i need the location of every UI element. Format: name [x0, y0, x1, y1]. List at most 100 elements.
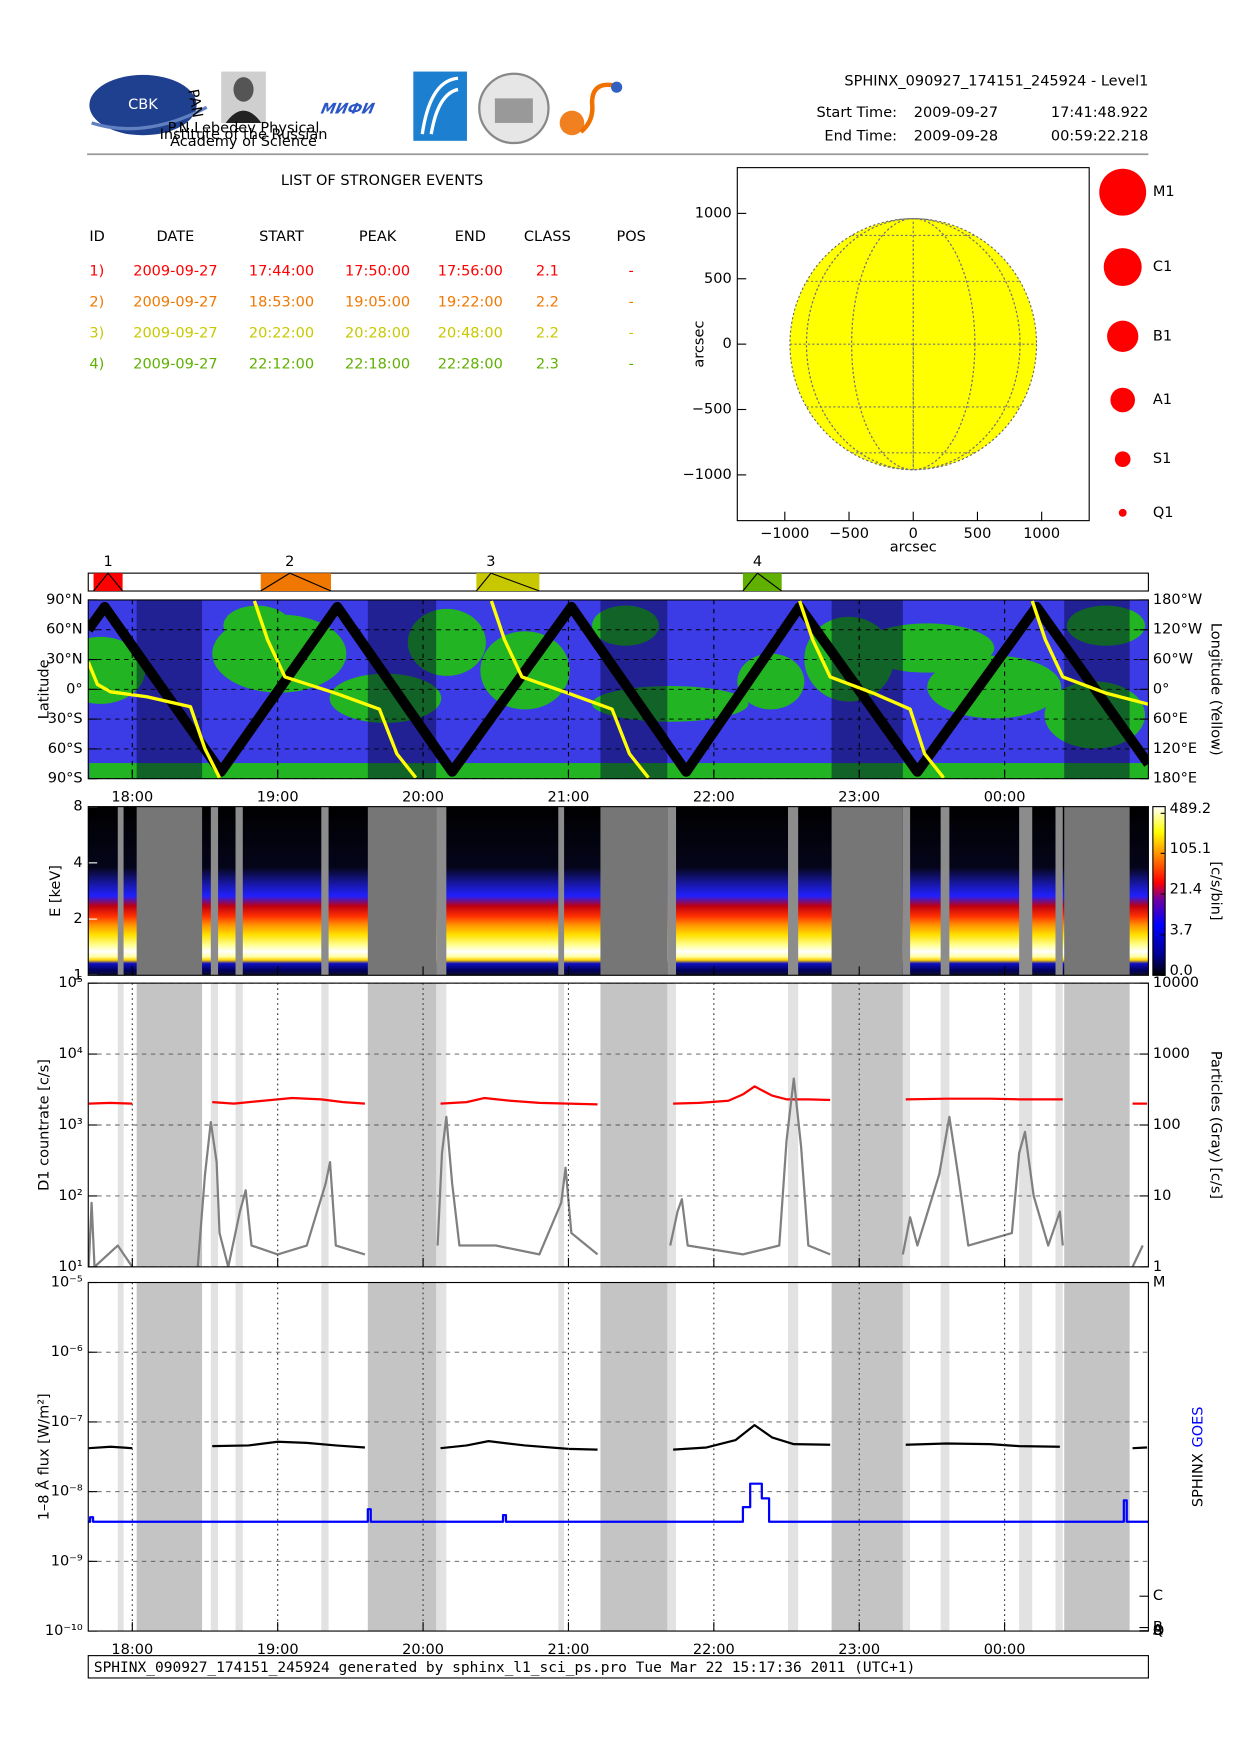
table-cell: 3)	[89, 325, 104, 341]
coverage-region	[1066, 605, 1146, 646]
y-tick-label: −500	[692, 402, 732, 418]
y-tick-label: 4	[73, 855, 82, 871]
x-tick-label: 19:00	[257, 790, 299, 806]
x-tick-label: 18:00	[111, 1642, 153, 1658]
data-gap	[558, 983, 565, 1267]
x-tick-label: 1000	[1023, 526, 1060, 542]
no-data-band	[558, 806, 565, 976]
colorbar-label: 3.7	[1170, 922, 1193, 938]
data-gap	[667, 1282, 677, 1632]
legend-label: B1	[1153, 328, 1172, 344]
table-cell: 2.3	[536, 356, 559, 372]
x-tick-label: 0	[909, 526, 918, 542]
no-data-band	[600, 806, 668, 976]
data-gap	[787, 983, 799, 1267]
no-data-band	[940, 806, 950, 976]
event-span	[260, 573, 331, 592]
plot-area	[88, 599, 1149, 779]
table-cell: 2.2	[536, 325, 559, 341]
logo-lebedev-text: P.N.Lebedev Physical	[168, 121, 320, 137]
plot-frame	[87, 982, 1149, 1268]
series-line	[88, 1085, 1148, 1106]
legend-marker	[1103, 248, 1142, 287]
no-data-band	[1055, 806, 1063, 976]
logo-pan-text: PAN	[184, 88, 205, 119]
y-tick-label: 60°S	[48, 741, 83, 757]
y-tick-label: 1	[73, 967, 82, 983]
y-tick-label: −1000	[683, 467, 732, 483]
table-cell: 2009-09-27	[133, 264, 217, 280]
y-tick-label: 90°S	[48, 771, 83, 787]
data-gap	[940, 1282, 950, 1632]
y2-tick-label: A	[1153, 1623, 1163, 1639]
table-cell: 17:44:00	[249, 264, 314, 280]
logo-portrait-body	[225, 110, 262, 123]
x-tick-label: −500	[829, 526, 869, 542]
x-tick-label: −1000	[760, 526, 809, 542]
table-cell: 20:28:00	[345, 325, 410, 341]
data-gap	[1019, 1282, 1033, 1632]
y-tick-label: 60°N	[46, 622, 83, 638]
table-cell: 2)	[89, 294, 104, 310]
y-tick-label: 10²	[58, 1188, 82, 1204]
event-profile	[475, 572, 540, 592]
no-data-band	[787, 806, 799, 976]
y2-tick-label: 1	[1153, 1259, 1162, 1275]
data-gap	[235, 1282, 243, 1632]
x-tick-label: 21:00	[548, 1642, 590, 1658]
eclipse-band	[1064, 1282, 1130, 1632]
y-tick-label: 10⁻⁹	[51, 1553, 83, 1569]
x-tick-label: 00:00	[984, 790, 1026, 806]
event-span	[93, 573, 123, 592]
y-tick-label: 30°S	[48, 711, 83, 727]
event-span	[476, 573, 540, 592]
coverage-region	[223, 605, 291, 646]
no-data-band	[367, 806, 437, 976]
coverage-region	[592, 605, 660, 646]
x-tick-label: 23:00	[838, 790, 880, 806]
y-tick-label: 10⁻⁶	[51, 1344, 83, 1360]
x-tick-label: 00:00	[984, 1642, 1026, 1658]
legend: SPHINX GOES	[1191, 1406, 1207, 1507]
y2-axis-label: Longitude (Yellow)	[1207, 623, 1223, 756]
logo-portrait-head	[233, 77, 254, 102]
data-gap	[558, 1282, 565, 1632]
table-cell: 2.1	[536, 264, 559, 280]
legend-label: S1	[1153, 451, 1171, 467]
no-data-band	[210, 806, 219, 976]
footer: SPHINX_090927_174151_245924 generated by…	[94, 1660, 915, 1676]
eclipse-band	[831, 1282, 903, 1632]
y-tick-label: 10³	[58, 1117, 82, 1133]
y-tick-label: 10⁻⁷	[51, 1414, 83, 1430]
data-gap	[117, 1282, 124, 1632]
plot-area	[88, 983, 1149, 1267]
data-gap	[787, 1282, 799, 1632]
table-cell: -	[629, 356, 634, 372]
y2-tick-label: 10000	[1153, 975, 1199, 991]
logo-s-ball	[559, 110, 585, 136]
y-axis-label: D1 countrate [c/s]	[37, 1059, 53, 1191]
legend-marker	[1107, 320, 1139, 352]
series-line	[88, 1424, 1148, 1451]
y2-tick-label: 60°W	[1153, 652, 1193, 668]
x-tick-label: 22:00	[693, 790, 735, 806]
time-value: 00:59:22.218	[1051, 128, 1149, 144]
logo-s	[579, 82, 622, 134]
time-label: End Time:	[824, 128, 897, 144]
y2-tick-label: S	[1153, 1623, 1162, 1639]
footer-box	[87, 1655, 1149, 1679]
event-label: 2	[285, 554, 294, 570]
table-header: DATE	[157, 229, 195, 245]
colorbar	[1152, 806, 1166, 976]
data-gap	[321, 1282, 329, 1632]
x-tick-label: 19:00	[257, 1642, 299, 1658]
event-profile	[93, 572, 124, 592]
data-gap	[235, 983, 243, 1267]
colorbar-label: 105.1	[1170, 841, 1212, 857]
y2-axis-label: Particles (Gray) [c/s]	[1207, 1051, 1223, 1199]
no-data-band	[1064, 806, 1130, 976]
no-data-band	[136, 806, 203, 976]
y-tick-label: 10⁻⁵	[51, 1275, 83, 1291]
sun-grid	[851, 218, 976, 471]
table-header: END	[455, 229, 486, 245]
